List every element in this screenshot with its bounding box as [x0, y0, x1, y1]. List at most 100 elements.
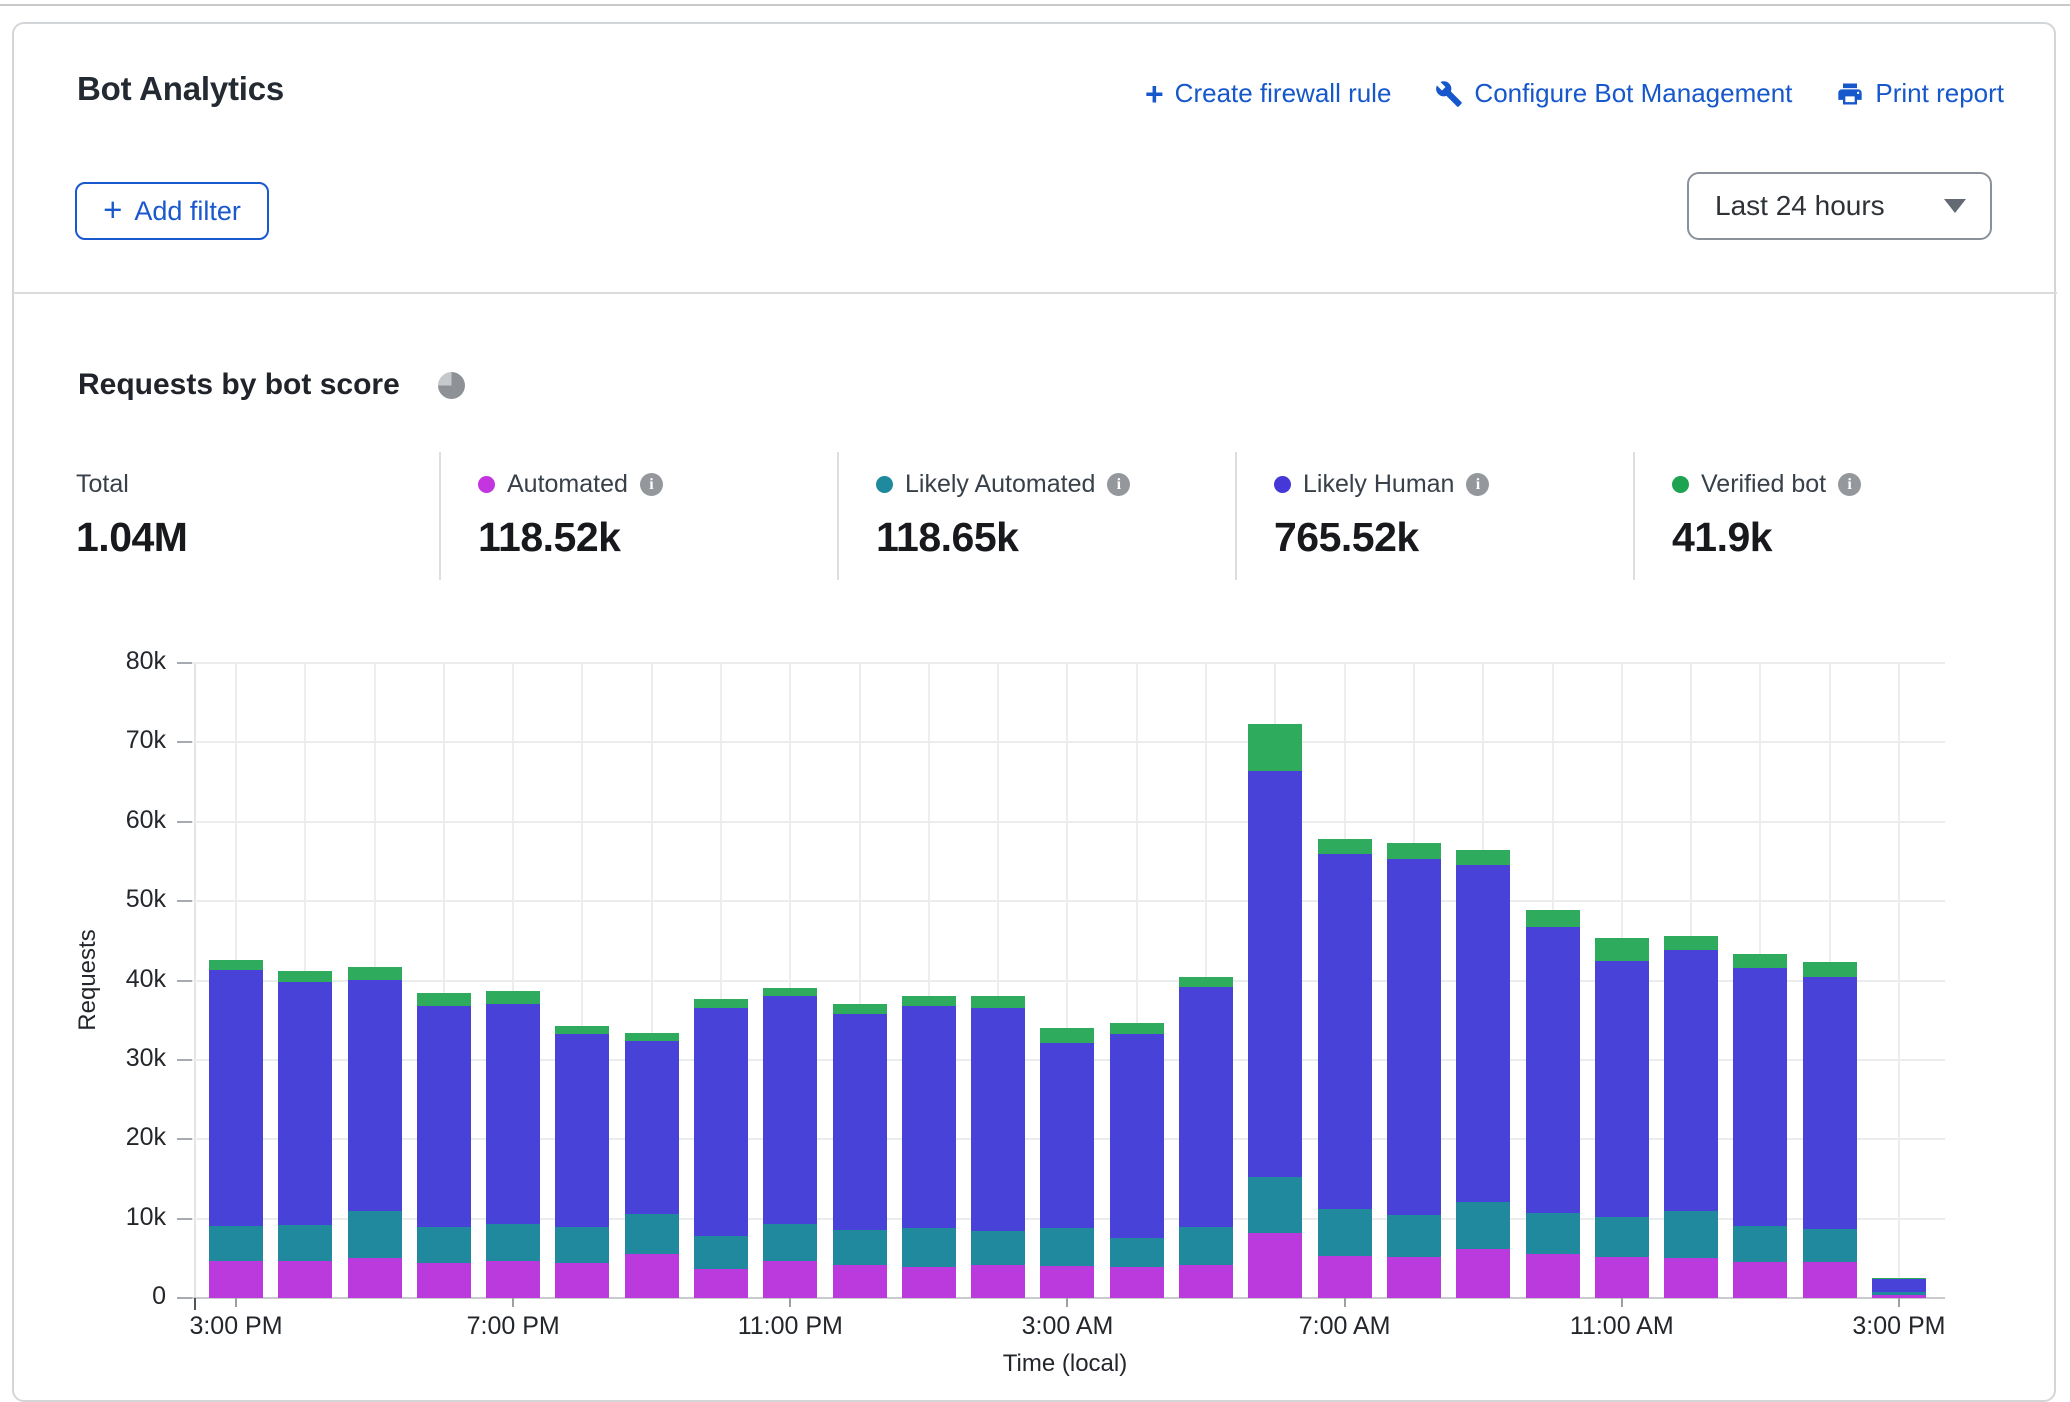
bar-segment-automated[interactable] — [1872, 1295, 1926, 1298]
stacked-bar[interactable] — [694, 663, 748, 1298]
bar-segment-automated[interactable] — [1664, 1258, 1718, 1298]
bar-segment-likely-human[interactable] — [1387, 859, 1441, 1215]
bar-segment-likely-human[interactable] — [486, 1004, 540, 1225]
bar-segment-likely-automated[interactable] — [1179, 1227, 1233, 1265]
bar-segment-automated[interactable] — [971, 1265, 1025, 1298]
bar-segment-verified-bot[interactable] — [1664, 936, 1718, 950]
bar-segment-likely-automated[interactable] — [555, 1227, 609, 1263]
stacked-bar[interactable] — [763, 663, 817, 1298]
bar-segment-likely-human[interactable] — [763, 996, 817, 1224]
bar-segment-automated[interactable] — [1803, 1262, 1857, 1298]
bar-segment-likely-human[interactable] — [1872, 1278, 1926, 1292]
bar-segment-likely-automated[interactable] — [1664, 1211, 1718, 1258]
bar-segment-likely-human[interactable] — [971, 1008, 1025, 1231]
bar-segment-verified-bot[interactable] — [1733, 954, 1787, 968]
bar-segment-likely-automated[interactable] — [209, 1226, 263, 1261]
bar-segment-verified-bot[interactable] — [486, 991, 540, 1004]
bar-segment-likely-human[interactable] — [1179, 987, 1233, 1228]
bar-segment-verified-bot[interactable] — [1803, 962, 1857, 977]
stacked-bar[interactable] — [486, 663, 540, 1298]
stacked-bar[interactable] — [1179, 663, 1233, 1298]
bar-segment-automated[interactable] — [1387, 1257, 1441, 1298]
bar-segment-likely-automated[interactable] — [694, 1236, 748, 1269]
stacked-bar[interactable] — [1664, 663, 1718, 1298]
stacked-bar[interactable] — [971, 663, 1025, 1298]
stacked-bar[interactable] — [348, 663, 402, 1298]
bar-segment-verified-bot[interactable] — [1110, 1023, 1164, 1033]
stacked-bar[interactable] — [417, 663, 471, 1298]
bar-segment-likely-human[interactable] — [1803, 977, 1857, 1229]
stacked-bar[interactable] — [1110, 663, 1164, 1298]
info-icon[interactable] — [1107, 473, 1130, 496]
bar-segment-automated[interactable] — [625, 1254, 679, 1298]
stacked-bar[interactable] — [1526, 663, 1580, 1298]
info-icon[interactable] — [640, 473, 663, 496]
bar-segment-likely-human[interactable] — [1040, 1043, 1094, 1228]
info-icon[interactable] — [1838, 473, 1861, 496]
bar-segment-verified-bot[interactable] — [763, 988, 817, 997]
bar-segment-likely-automated[interactable] — [1110, 1238, 1164, 1267]
bar-segment-likely-human[interactable] — [1733, 968, 1787, 1226]
bar-segment-verified-bot[interactable] — [1387, 843, 1441, 859]
bar-segment-verified-bot[interactable] — [902, 996, 956, 1006]
bar-segment-automated[interactable] — [833, 1265, 887, 1298]
bar-segment-likely-automated[interactable] — [1526, 1213, 1580, 1254]
add-filter-button[interactable]: + Add filter — [75, 182, 269, 240]
bar-segment-likely-automated[interactable] — [486, 1224, 540, 1261]
stacked-bar[interactable] — [833, 663, 887, 1298]
bar-segment-likely-automated[interactable] — [1872, 1292, 1926, 1294]
bar-segment-verified-bot[interactable] — [278, 971, 332, 982]
bar-segment-automated[interactable] — [694, 1269, 748, 1298]
create-firewall-rule-link[interactable]: + Create firewall rule — [1145, 78, 1391, 109]
bar-segment-verified-bot[interactable] — [1248, 724, 1302, 771]
info-icon[interactable] — [1466, 473, 1489, 496]
bar-segment-likely-automated[interactable] — [1248, 1177, 1302, 1233]
stacked-bar[interactable] — [1872, 663, 1926, 1298]
bar-segment-likely-human[interactable] — [833, 1014, 887, 1230]
bar-segment-likely-human[interactable] — [348, 980, 402, 1212]
bar-segment-likely-human[interactable] — [1456, 865, 1510, 1202]
bar-segment-automated[interactable] — [486, 1261, 540, 1298]
bar-segment-automated[interactable] — [209, 1261, 263, 1298]
bar-segment-likely-automated[interactable] — [902, 1228, 956, 1267]
bar-segment-automated[interactable] — [417, 1263, 471, 1298]
bar-segment-likely-automated[interactable] — [1387, 1215, 1441, 1257]
time-range-select[interactable]: Last 24 hours — [1687, 172, 1992, 240]
bar-segment-likely-automated[interactable] — [278, 1225, 332, 1261]
stacked-bar[interactable] — [1387, 663, 1441, 1298]
stacked-bar[interactable] — [1456, 663, 1510, 1298]
bar-segment-automated[interactable] — [1733, 1262, 1787, 1299]
stacked-bar[interactable] — [209, 663, 263, 1298]
bar-segment-automated[interactable] — [555, 1263, 609, 1298]
bar-segment-verified-bot[interactable] — [1526, 910, 1580, 927]
bar-segment-likely-human[interactable] — [694, 1008, 748, 1236]
bar-segment-verified-bot[interactable] — [1595, 938, 1649, 962]
bar-segment-verified-bot[interactable] — [555, 1026, 609, 1035]
stacked-bar[interactable] — [555, 663, 609, 1298]
bar-segment-likely-human[interactable] — [1318, 854, 1372, 1209]
bar-segment-verified-bot[interactable] — [1456, 850, 1510, 865]
bar-segment-likely-human[interactable] — [902, 1006, 956, 1228]
bar-segment-likely-automated[interactable] — [625, 1214, 679, 1254]
bar-segment-automated[interactable] — [1526, 1254, 1580, 1298]
bar-segment-likely-human[interactable] — [1664, 950, 1718, 1210]
bar-segment-automated[interactable] — [1318, 1256, 1372, 1298]
stacked-bar[interactable] — [278, 663, 332, 1298]
bar-segment-likely-automated[interactable] — [1803, 1229, 1857, 1262]
bar-segment-automated[interactable] — [1040, 1266, 1094, 1298]
bar-segment-automated[interactable] — [278, 1261, 332, 1298]
stacked-bar[interactable] — [1733, 663, 1787, 1298]
bar-segment-likely-human[interactable] — [278, 982, 332, 1225]
bar-segment-verified-bot[interactable] — [209, 960, 263, 970]
bar-segment-likely-automated[interactable] — [1040, 1228, 1094, 1266]
bar-segment-verified-bot[interactable] — [625, 1033, 679, 1041]
bar-segment-automated[interactable] — [1179, 1265, 1233, 1298]
print-report-link[interactable]: Print report — [1836, 78, 2004, 109]
bar-segment-likely-automated[interactable] — [1456, 1202, 1510, 1249]
stacked-bar[interactable] — [1040, 663, 1094, 1298]
bar-segment-verified-bot[interactable] — [971, 996, 1025, 1007]
bar-segment-verified-bot[interactable] — [1040, 1028, 1094, 1043]
bar-segment-likely-human[interactable] — [1526, 927, 1580, 1214]
bar-segment-automated[interactable] — [763, 1261, 817, 1298]
bar-segment-likely-human[interactable] — [555, 1034, 609, 1227]
